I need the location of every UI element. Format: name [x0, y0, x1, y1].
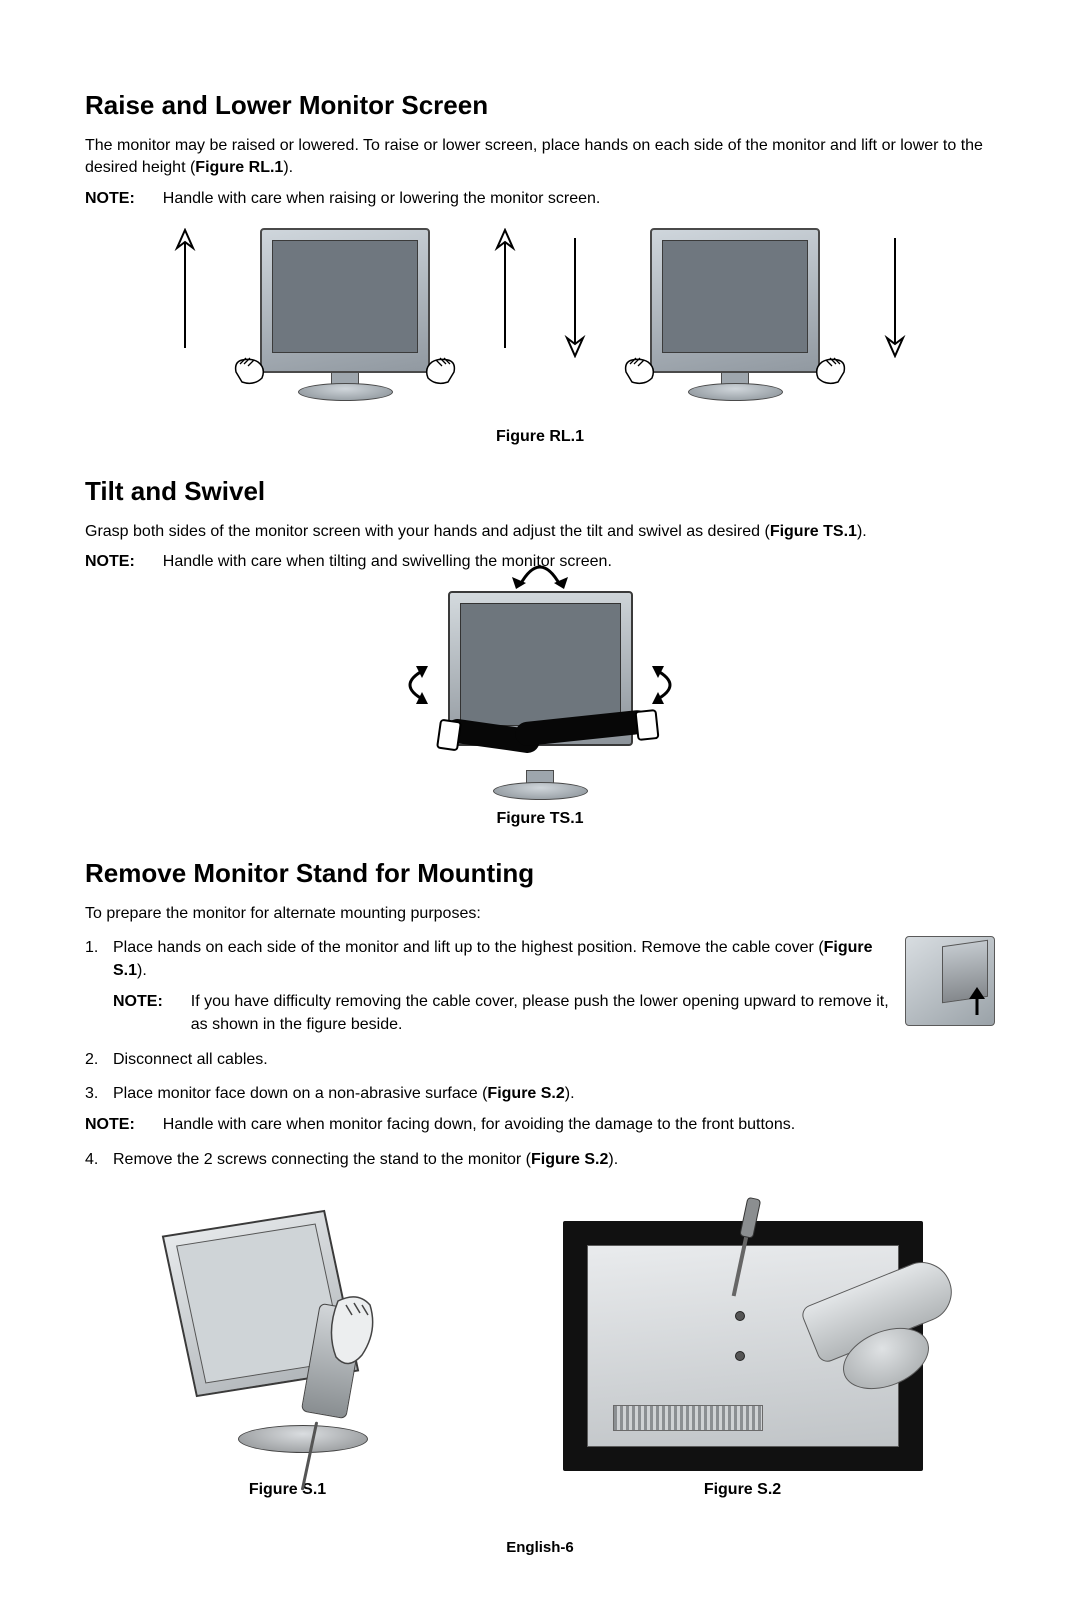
heading-raise-lower: Raise and Lower Monitor Screen [85, 90, 995, 121]
note-label: NOTE: [85, 190, 135, 208]
para-raise-lower: The monitor may be raised or lowered. To… [85, 135, 995, 180]
hand-icon [318, 1291, 388, 1381]
heading-remove-stand: Remove Monitor Stand for Mounting [85, 858, 995, 889]
monitor-lower-illustration [630, 228, 840, 418]
note-row: NOTE: If you have difficulty removing th… [113, 990, 889, 1036]
page-footer: English-6 [85, 1539, 995, 1556]
hand-icon [810, 354, 848, 388]
arrow-down-icon [560, 228, 590, 358]
text: ). [565, 1085, 575, 1102]
note-text: If you have difficulty removing the cabl… [191, 990, 889, 1036]
step-1: Place hands on each side of the monitor … [85, 936, 995, 1037]
note-row: NOTE: Handle with care when monitor faci… [85, 1113, 995, 1136]
text: Grasp both sides of the monitor screen w… [85, 523, 770, 540]
tilt-arrow-icon [510, 553, 570, 593]
swivel-arrow-icon [648, 662, 688, 708]
figure-s1: Figure S.1 [158, 1211, 418, 1499]
hand-icon [420, 354, 458, 388]
section-remove-stand: Remove Monitor Stand for Mounting To pre… [85, 858, 995, 1499]
steps-list: Place hands on each side of the monitor … [85, 936, 995, 1172]
step-4: Remove the 2 screws connecting the stand… [85, 1148, 995, 1171]
figure-s1-drawing [158, 1211, 418, 1471]
step-2: Disconnect all cables. [85, 1048, 995, 1071]
figure-row: Figure S.1 Figure S.2 [85, 1211, 995, 1499]
arrow-down-icon [880, 228, 910, 358]
note-label: NOTE: [85, 553, 135, 571]
arrow-up-icon [170, 228, 200, 358]
text: Place monitor face down on a non-abrasiv… [113, 1085, 487, 1102]
figure-caption: Figure S.2 [563, 1481, 923, 1499]
page: Raise and Lower Monitor Screen The monit… [0, 0, 1080, 1616]
figure-caption: Figure RL.1 [85, 428, 995, 446]
heading-tilt-swivel: Tilt and Swivel [85, 476, 995, 507]
para-tilt-swivel: Grasp both sides of the monitor screen w… [85, 521, 995, 543]
steps-with-float: Place hands on each side of the monitor … [85, 936, 995, 1182]
note-label: NOTE: [85, 1113, 135, 1136]
arms-illustration [420, 716, 660, 766]
figure-ref: Figure S.2 [531, 1151, 608, 1168]
text: ). [283, 159, 293, 176]
note-text: Handle with care when raising or lowerin… [163, 190, 995, 208]
intro-text: To prepare the monitor for alternate mou… [85, 903, 995, 925]
screw-icon [735, 1311, 745, 1321]
hand-icon [622, 354, 660, 388]
figure-caption: Figure S.1 [158, 1481, 418, 1499]
figure-rl1: Figure RL.1 [85, 228, 995, 446]
figure-ts1: Figure TS.1 [85, 591, 995, 828]
arrow-up-icon [490, 228, 520, 358]
vent-icon [613, 1405, 763, 1431]
text: ). [857, 523, 867, 540]
text: ). [608, 1151, 618, 1168]
hand-icon [232, 354, 270, 388]
figure-ref: Figure S.2 [487, 1085, 564, 1102]
figure-caption: Figure TS.1 [85, 810, 995, 828]
note-label: NOTE: [113, 990, 163, 1036]
figure-ref: Figure TS.1 [770, 523, 857, 540]
swivel-arrow-icon [392, 662, 432, 708]
text: Place hands on each side of the monitor … [113, 939, 824, 956]
section-tilt-swivel: Tilt and Swivel Grasp both sides of the … [85, 476, 995, 828]
note-text: Handle with care when tilting and swivel… [163, 553, 995, 571]
figure-rl1-drawing [85, 228, 995, 418]
note-row: NOTE: Handle with care when raising or l… [85, 190, 995, 208]
figure-s2: Figure S.2 [563, 1221, 923, 1499]
section-raise-lower: Raise and Lower Monitor Screen The monit… [85, 90, 995, 446]
figure-ref: Figure RL.1 [195, 159, 283, 176]
figure-s2-drawing [563, 1221, 923, 1471]
note-text: Handle with care when monitor facing dow… [163, 1113, 995, 1136]
text: ). [137, 962, 147, 979]
figure-ts1-drawing [420, 591, 660, 800]
screw-icon [735, 1351, 745, 1361]
text: Remove the 2 screws connecting the stand… [113, 1151, 531, 1168]
monitor-raise-illustration [240, 228, 450, 418]
step-3: Place monitor face down on a non-abrasiv… [85, 1082, 995, 1136]
